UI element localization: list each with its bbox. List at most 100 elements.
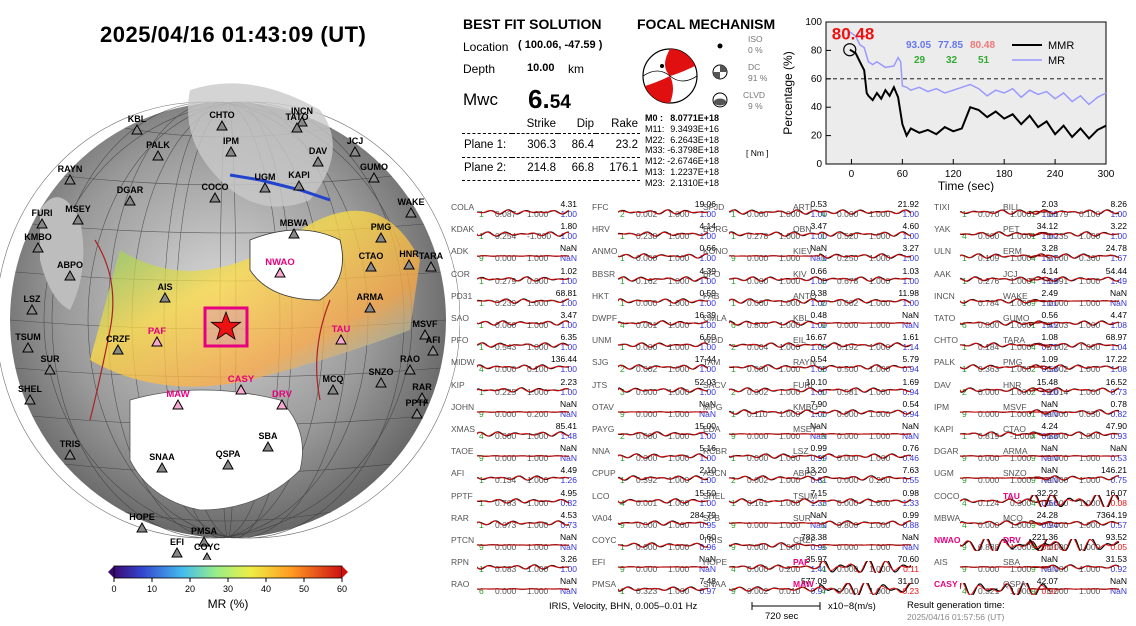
station-code: SNZO [1003,468,1027,479]
distance-factor: 1.000 [869,431,891,441]
time-shift: 0.002 [747,475,769,486]
station-waveform-gumo: GUMO 4.47 1 0.203 1.000 1.08 [1003,310,1127,331]
distance-factor: 1.000 [668,408,690,419]
weight: 2 [821,475,826,486]
station-waveform-sur: SUR 0.99 1 0.800 1.000 0.88 [793,510,919,531]
weight: 6 [962,320,967,330]
dc-icon [712,64,728,80]
y-tick-label: 0 [816,159,822,170]
distance-factor: 1.000 [1010,408,1032,419]
max-amplitude: NaN [901,532,919,542]
distance-factor: 1.000 [527,386,549,397]
max-amplitude: NaN [809,421,827,431]
distance-factor: 0.200 [779,564,801,575]
station-mr: 1.00 [810,231,827,242]
time-shift: 0.000 [747,564,769,575]
station-triangle-icon [24,393,36,405]
station-triangle-icon [404,363,416,375]
iso-value: 0 % [748,45,763,55]
station-label: AFI [426,335,441,345]
waveform-trace [1029,520,1119,526]
station-triangle-icon [262,440,274,452]
distance-factor: 1.000 [869,297,891,308]
station-code: JTS [592,379,608,390]
col-rake: Rake [611,118,638,130]
station-code: PAYG [592,424,615,434]
distance-factor: 1.000 [779,320,801,330]
station-waveform-kbl: KBL NaN 9 0.000 1.000 NaN [793,310,919,331]
station-mr: 1.00 [810,408,827,419]
station-mr: 1.01 [1041,297,1058,308]
max-amplitude: NaN [1040,398,1058,409]
station-marker-ctao: CTAO [359,251,383,272]
time-shift: 0.279 [495,275,517,286]
waveform-trace [477,209,569,215]
station-triangle-icon [291,121,303,133]
station-triangle-icon [375,376,387,388]
distance-factor: 0.200 [527,408,549,419]
station-marker-tsum: TSUM [15,332,41,353]
station-mr: 1.00 [1110,209,1127,219]
clvd-label: CLVD [743,90,766,100]
max-amplitude: 3.27 [902,243,919,254]
max-amplitude: NaN [559,532,577,542]
distance-factor: 1.000 [869,253,891,264]
time-shift: 0.000 [495,542,517,552]
station-code: JOHN [451,401,475,412]
station-mr: 1.00 [560,386,577,397]
beachball-icon [642,48,698,104]
station-waveform-bill: BILL 8.26 1 0.179 0.100 1.00 [1003,199,1127,220]
station-mr: 1.00 [810,275,827,286]
waveform-trace [729,364,819,371]
chart-legend: MMR MR [1012,40,1074,67]
max-amplitude: 4.60 [902,221,919,232]
waveform-trace [729,586,819,593]
max-amplitude: 4.14 [1041,265,1058,276]
station-code: PTCN [451,535,475,545]
time-shift: 0.000 [495,453,517,464]
weight: 9 [479,408,484,419]
station-mr: 1.00 [560,275,577,286]
weight: 9 [962,453,967,464]
max-amplitude: 7.90 [810,398,827,409]
station-triangle-icon [124,194,136,206]
weight: 1 [479,497,484,508]
waveform-trace [819,342,911,348]
station-marker-furi: FURI [32,208,53,229]
max-amplitude: 1.09 [1041,354,1058,365]
weight: 2 [731,475,736,486]
station-marker-drv: DRV [272,389,293,410]
station-mr: NaN [901,431,919,441]
waveform-trace [819,475,911,481]
waveform-trace [1029,320,1119,326]
station-triangle-icon [156,461,168,473]
station-marker-coco: COCO [202,182,229,203]
station-code: DRV [1003,535,1021,545]
legend-mmr: MMR [1048,40,1074,52]
station-marker-hnr: HNR [399,249,419,270]
station-marker-paf: PAF [148,326,166,347]
station-mr: NaN [901,542,919,552]
col-strike: Strike [526,118,556,130]
weight: 9 [731,519,736,530]
waveform-trace [618,520,708,526]
distance-factor: -1.000 [1010,431,1035,441]
time-shift: 0.000 [636,253,658,264]
station-marker-kmbo: KMBO [24,232,52,253]
station-marker-wake: WAKE [398,197,425,218]
waveform-trace [729,564,819,570]
max-amplitude: 8.26 [1110,199,1127,209]
time-shift: 0.276 [978,275,1000,286]
depth-value: 10.00 [527,62,555,74]
colorbar-label: MR (%) [208,597,249,611]
station-mr: 1.00 [810,364,827,375]
max-amplitude: 7364.19 [1096,509,1127,520]
time-shift: 0.083 [495,564,517,575]
tensor-value: 1.2237E+18 [670,166,719,177]
mechanism-title: FOCAL MECHANISM [637,16,776,32]
station-mr: 1.00 [810,209,827,219]
weight: 4 [731,564,736,575]
station-marker-mcq: MCQ [323,374,344,395]
weight: 1 [731,209,736,219]
distance-factor: 1.000 [668,231,690,242]
